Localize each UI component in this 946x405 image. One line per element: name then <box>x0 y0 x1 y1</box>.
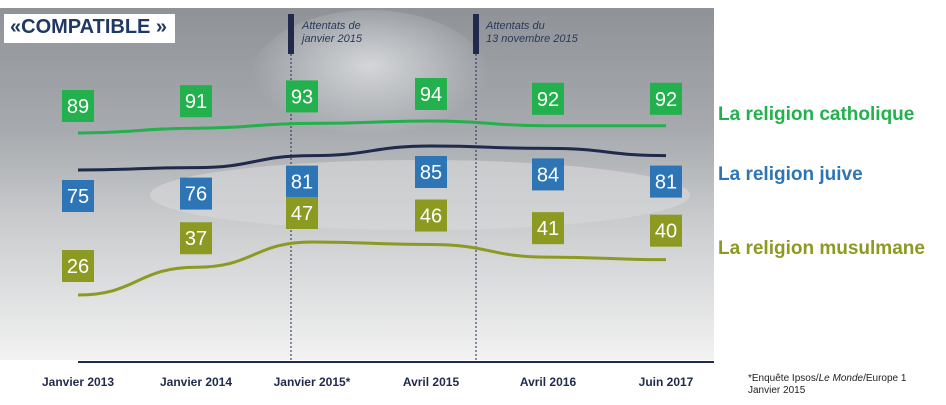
svg-text:92: 92 <box>537 89 559 111</box>
x-tick-label-2: Janvier 2014 <box>160 375 232 389</box>
svg-text:75: 75 <box>67 186 89 208</box>
svg-text:26: 26 <box>67 256 89 278</box>
data-label-catholique-2: 91 <box>180 85 212 118</box>
data-label-musulmane-2: 37 <box>180 222 212 255</box>
x-tick-label-3: Janvier 2015* <box>274 375 351 389</box>
svg-text:91: 91 <box>185 91 207 113</box>
legend-musulmane: La religion musulmane <box>718 238 925 259</box>
event-label-january: Attentats de janvier 2015 <box>302 20 362 45</box>
data-label-juive-2: 76 <box>180 177 212 210</box>
data-label-juive-5: 84 <box>532 158 564 191</box>
svg-text:93: 93 <box>291 86 313 108</box>
svg-text:41: 41 <box>537 218 559 240</box>
x-tick-label-4: Avril 2015 <box>403 375 460 389</box>
data-label-musulmane-6: 40 <box>650 214 682 247</box>
x-tick-label-5: Avril 2016 <box>520 375 577 389</box>
data-label-catholique-4: 94 <box>415 78 447 110</box>
data-label-musulmane-1: 26 <box>62 250 94 282</box>
svg-text:46: 46 <box>420 206 442 228</box>
event-label-november: Attentats du 13 novembre 2015 <box>486 20 578 45</box>
svg-text:85: 85 <box>420 162 442 184</box>
svg-text:40: 40 <box>655 221 677 243</box>
legend-catholique: La religion catholique <box>718 104 915 125</box>
svg-text:92: 92 <box>655 89 677 111</box>
hands-shape <box>250 10 490 150</box>
data-label-catholique-1: 89 <box>62 90 94 122</box>
data-label-musulmane-3: 47 <box>286 197 318 229</box>
svg-text:37: 37 <box>185 228 207 250</box>
event-bar-2 <box>473 14 479 54</box>
data-label-catholique-5: 92 <box>532 82 564 115</box>
svg-text:76: 76 <box>185 184 207 206</box>
data-label-juive-4: 85 <box>415 156 447 188</box>
series-line-catholique <box>77 119 666 135</box>
series-line-musulmane <box>77 240 667 297</box>
svg-text:94: 94 <box>420 84 442 106</box>
svg-text:81: 81 <box>655 172 677 194</box>
data-label-catholique-3: 93 <box>286 80 318 113</box>
svg-text:89: 89 <box>67 96 89 118</box>
x-tick-label-6: Juin 2017 <box>639 375 694 389</box>
data-label-juive-1: 75 <box>62 180 94 212</box>
svg-text:81: 81 <box>291 172 313 194</box>
svg-text:84: 84 <box>537 164 559 186</box>
data-label-catholique-6: 92 <box>650 82 682 115</box>
data-label-juive-3: 81 <box>286 165 318 198</box>
chart-title: «COMPATIBLE » <box>4 14 176 43</box>
event-bar-1 <box>288 14 294 54</box>
x-tick-label-1: Janvier 2013 <box>42 375 114 389</box>
series-line-juive <box>77 144 667 172</box>
footnote: *Enquête Ipsos/Le Monde/Europe 1 Janvier… <box>748 373 907 396</box>
data-label-musulmane-4: 46 <box>415 199 447 232</box>
data-label-juive-6: 81 <box>650 165 682 198</box>
svg-text:47: 47 <box>291 203 313 225</box>
legend-juive: La religion juive <box>718 164 863 185</box>
data-label-musulmane-5: 41 <box>532 212 564 245</box>
